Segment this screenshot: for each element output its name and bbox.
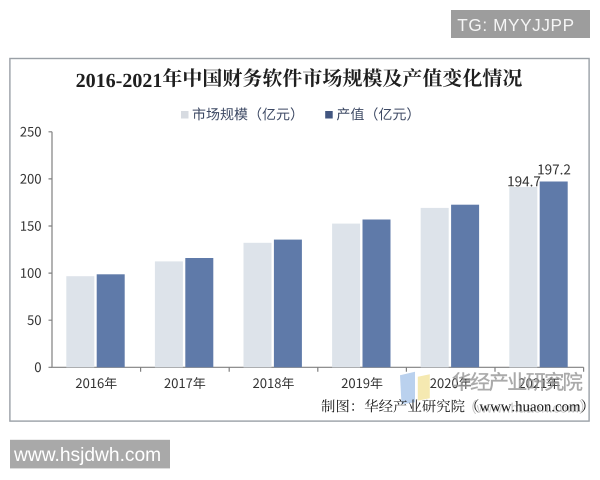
svg-text:TG: MYYJJPP: TG: MYYJJPP [457, 15, 574, 35]
svg-text:www.hsjdwh.com: www.hsjdwh.com [13, 445, 161, 466]
